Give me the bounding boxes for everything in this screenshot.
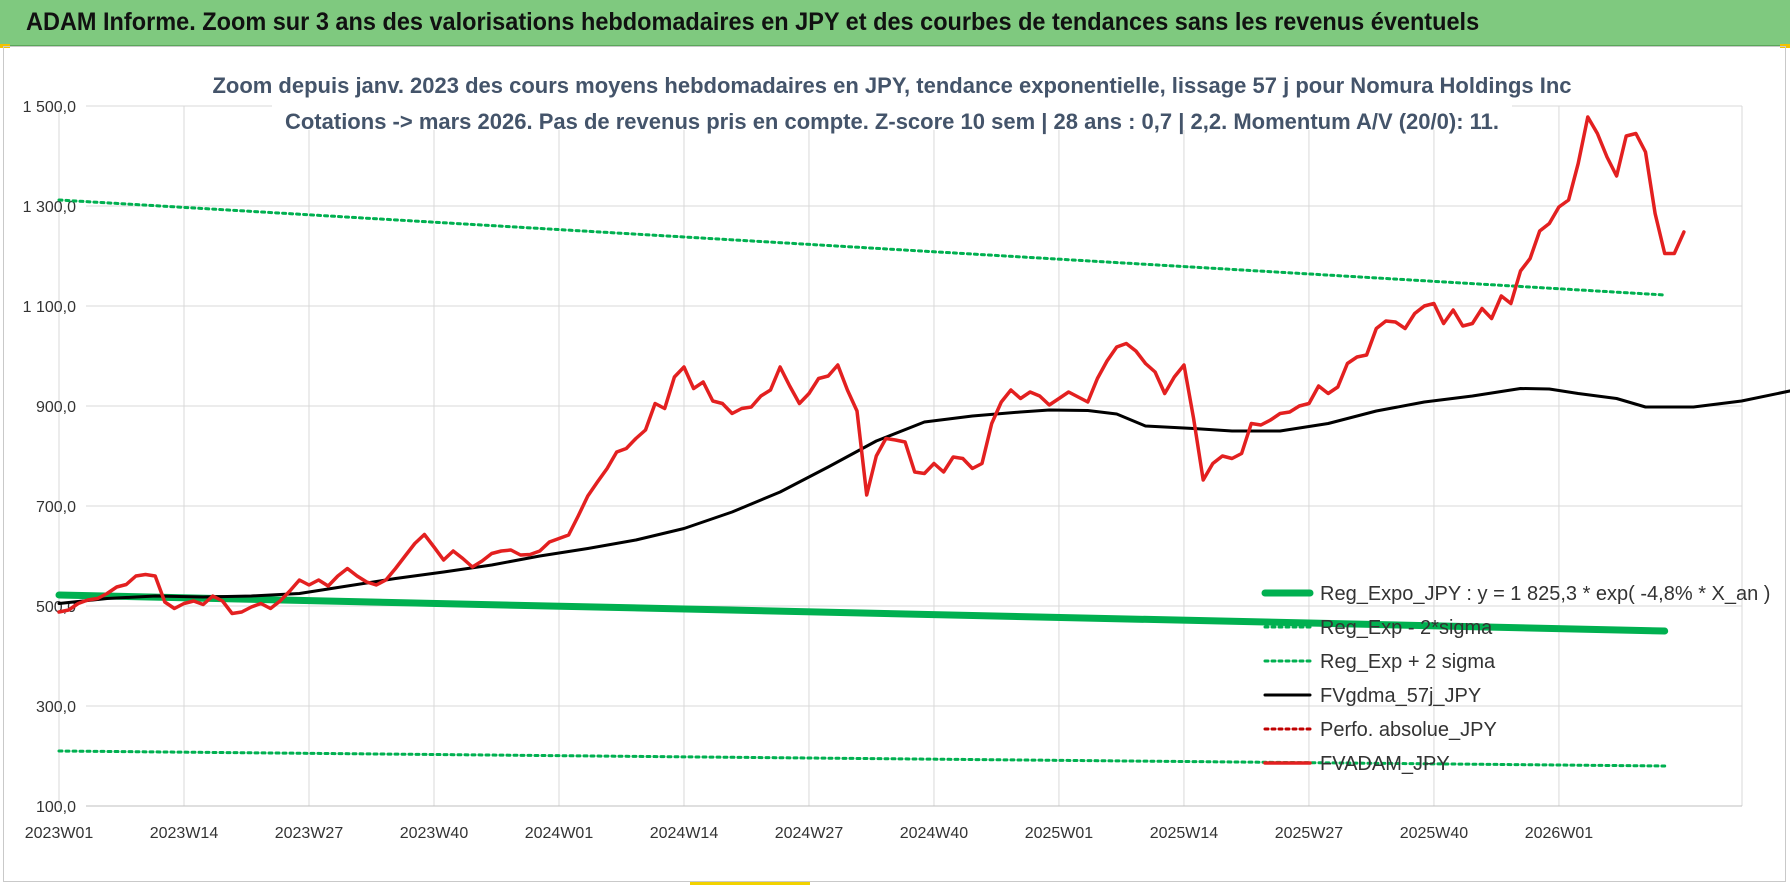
x-tick-label: 2024W01	[525, 825, 594, 842]
series-line	[57, 198, 1667, 297]
report-banner: ADAM Informe. Zoom sur 3 ans des valoris…	[0, 0, 1790, 46]
x-tick-label: 2025W01	[1025, 825, 1094, 842]
bottom-accent	[690, 882, 810, 885]
y-tick-label: 700,0	[36, 499, 76, 516]
x-tick-label: 2025W27	[1275, 825, 1344, 842]
y-tick-label: 100,0	[36, 799, 76, 816]
x-tick-label: 2024W27	[775, 825, 844, 842]
title-backdrop	[272, 68, 1512, 130]
chart-title: Zoom depuis janv. 2023 des cours moyens …	[212, 73, 1571, 98]
y-tick-label: 900,0	[36, 399, 76, 416]
y-tick-label: 1 500,0	[23, 99, 76, 116]
series-line	[55, 591, 1669, 635]
x-tick-label: 2024W14	[650, 825, 719, 842]
x-tick-label: 2023W40	[400, 825, 469, 842]
grid-lines	[58, 105, 1743, 807]
x-tick-label: 2024W40	[900, 825, 969, 842]
y-tick-label: 1 300,0	[23, 199, 76, 216]
y-tick-label: 300,0	[36, 699, 76, 716]
x-tick-label: 2023W01	[25, 825, 94, 842]
series-line	[57, 387, 1790, 605]
x-axis-ticks: 2023W01 2023W14 2023W27 2023W40 2024W01 2024W…	[25, 825, 1594, 842]
x-tick-label: 2025W40	[1400, 825, 1469, 842]
chart-frame	[3, 46, 1786, 882]
legend-label: Reg_Expo_JPY : y = 1 825,3 * exp( -4,8% …	[1320, 583, 1770, 605]
legend-label: Reg_Exp - 2*sigma	[1320, 617, 1493, 639]
series-lines	[55, 115, 1790, 768]
legend-label: Reg_Exp + 2 sigma	[1320, 651, 1496, 673]
series-line	[57, 115, 1686, 616]
legend-label: Perfo. absolue_JPY	[1320, 719, 1497, 741]
x-tick-label: 2023W14	[150, 825, 219, 842]
series-line	[57, 749, 1667, 768]
x-tick-label: 2025W14	[1150, 825, 1219, 842]
x-tick-label: 2026W01	[1525, 825, 1594, 842]
x-tick-label: 2023W27	[275, 825, 344, 842]
legend-label: FVgdma_57j_JPY	[1320, 685, 1481, 707]
chart-subtitle: Cotations -> mars 2026. Pas de revenus p…	[285, 109, 1499, 134]
legend: Reg_Expo_JPY : y = 1 825,3 * exp( -4,8% …	[1261, 583, 1770, 775]
report-title: ADAM Informe. Zoom sur 3 ans des valoris…	[26, 8, 1480, 36]
y-tick-label: 1 100,0	[23, 299, 76, 316]
legend-label: FVADAM_JPY	[1320, 753, 1450, 775]
